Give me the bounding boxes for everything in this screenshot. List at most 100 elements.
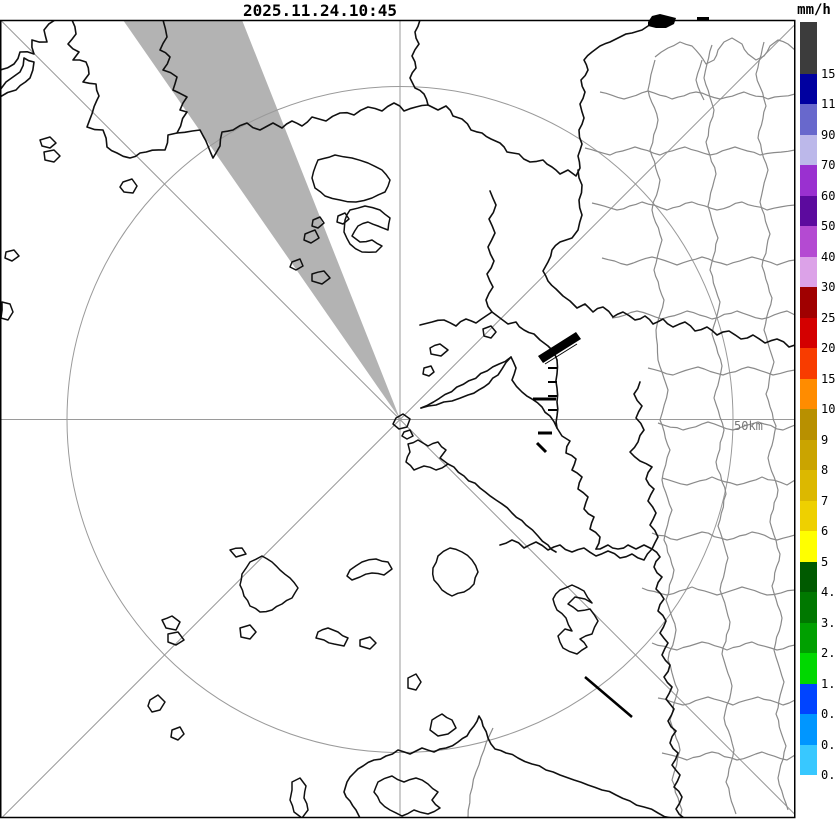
coastline [485, 190, 497, 313]
colorbar-segment [800, 714, 817, 745]
colorbar-segment [800, 683, 817, 714]
colorbar-tick-label: 70 [821, 158, 835, 172]
colorbar-segment [800, 165, 817, 196]
admin-boundary [661, 751, 795, 761]
island-coastline [239, 624, 257, 640]
island-coastline [167, 631, 185, 646]
map-frame [0, 19, 796, 819]
admin-boundary [647, 59, 683, 818]
colorbar-segment [800, 439, 817, 470]
colorbar-tick-label: 1.0 [821, 676, 835, 691]
admin-boundary [584, 146, 795, 156]
admin-boundary [641, 586, 795, 596]
colorbar-tick-label: 6 [821, 524, 829, 538]
island-coastline [315, 627, 349, 647]
colorbar-segment [800, 622, 817, 653]
coastline [651, 548, 685, 818]
island-coastline [239, 555, 299, 613]
timestamp-title: 2025.11.24.10:45 [242, 1, 398, 20]
admin-boundary [703, 44, 737, 815]
colorbar-tick-label: 8 [821, 463, 829, 477]
colorbar-segment [800, 470, 817, 501]
colorbar-segment [800, 409, 817, 440]
coastline [447, 463, 557, 553]
colorbar-segment [800, 73, 817, 104]
admin-boundary [661, 476, 795, 486]
harbor-structure [544, 343, 578, 365]
colorbar-segment [800, 561, 817, 592]
colorbar-tick-label: 25 [821, 310, 835, 325]
colorbar-segment [800, 317, 817, 348]
coastline [0, 20, 56, 71]
colorbar-tick-label: 50 [821, 219, 835, 233]
admin-boundary [647, 366, 795, 376]
coastline [419, 311, 558, 361]
island-coastline [392, 413, 411, 430]
island-coastline [311, 216, 325, 229]
island-coastline [407, 673, 422, 691]
colorbar-tick-label: 2.0 [821, 646, 835, 660]
coastline [67, 20, 188, 159]
island-coastline [311, 154, 391, 203]
colorbar-segment [800, 531, 817, 562]
admin-boundary [651, 531, 795, 541]
colorbar-segment [800, 775, 817, 806]
colorbar-segment [800, 256, 817, 287]
island-coastline [422, 365, 435, 377]
admin-boundary [651, 641, 795, 651]
colorbar-segment [800, 592, 817, 623]
admin-boundary [599, 90, 795, 100]
island-coastline [311, 270, 331, 285]
colorbar-segment [800, 195, 817, 226]
colorbar-tick-label: 15 [821, 371, 835, 386]
harbor-structure [535, 441, 548, 454]
island-coastline [289, 777, 309, 818]
coastline [595, 544, 653, 550]
colorbar-tick-label: 90 [821, 127, 835, 142]
island-coastline [482, 325, 497, 339]
island-coastline [346, 558, 393, 581]
island-coastline [289, 258, 304, 271]
colorbar-tick-label: 20 [821, 341, 835, 355]
coastline [0, 57, 35, 98]
island-coastline [4, 249, 20, 262]
coastline [629, 381, 659, 550]
island-coastline [343, 205, 391, 254]
colorbar-unit-label: mm/h [797, 2, 831, 18]
island-coastline [431, 547, 479, 597]
colorbar-segment [800, 500, 817, 531]
rainfall-colorbar: 150 110 90 70 60 50 40 30 25 20 15 10 9 8 7 6 5 4.0 3.0 2.0… [800, 22, 835, 806]
admin-boundary [695, 59, 705, 101]
island-coastline [161, 615, 181, 631]
colorbar-tick-label: 30 [821, 280, 835, 294]
range-ring-label: 50km [734, 419, 763, 433]
colorbar-segment [800, 653, 817, 684]
island-coastline [170, 726, 185, 741]
colorbar-tick-label: 7 [821, 493, 829, 508]
coastline [542, 169, 795, 348]
colorbar-tick-label: 4.0 [821, 585, 835, 599]
coastline [343, 715, 673, 818]
colorbar-segment [800, 348, 817, 379]
island-coastline [229, 547, 247, 558]
colorbar-segment [800, 226, 817, 257]
coastline [427, 25, 649, 177]
colorbar-segment [800, 104, 817, 135]
island-coastline [0, 301, 14, 321]
colorbar-tick-label: 3.0 [821, 615, 835, 630]
coastline [555, 359, 601, 550]
island-coastline [373, 775, 441, 817]
colorbar-tick-label: 150 [821, 66, 835, 81]
colorbar-tick-label: 0.5 [821, 707, 835, 721]
coastline [409, 20, 429, 106]
beam-blockage-wedge [123, 20, 400, 419]
coastline [176, 102, 429, 159]
island-coastline [336, 212, 350, 225]
colorbar-tick-label: 9 [821, 432, 829, 447]
island-coastline [303, 229, 320, 244]
colorbar-tick-label: 60 [821, 188, 835, 203]
admin-boundary [601, 256, 795, 266]
colorbar-segment [800, 378, 817, 409]
admin-boundary [657, 421, 795, 431]
admin-boundary [467, 727, 494, 818]
